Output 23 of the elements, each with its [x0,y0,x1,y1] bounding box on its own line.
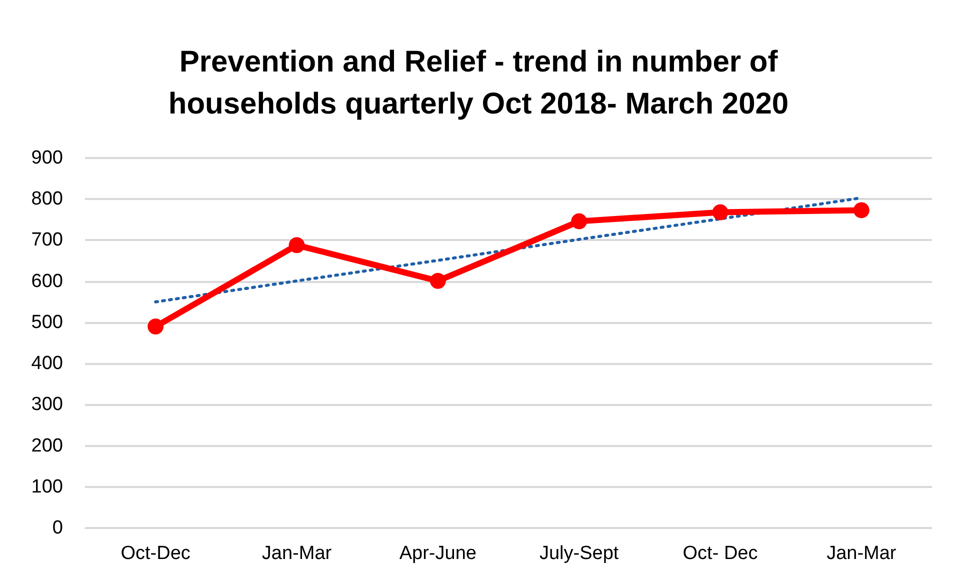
x-tick-label: July-Sept [539,543,620,564]
chart-title: Prevention and Relief - trend in number of households quarterly Oct 2018- March 2020 [168,46,789,120]
x-tick-label: Apr-June [399,543,476,564]
x-tick-label: Jan-Mar [262,543,332,564]
x-tick-label: Oct-Dec [120,543,190,564]
y-tick-label: 900 [31,148,63,168]
point [571,213,588,230]
y-tick-label: 800 [31,188,63,210]
y-tick-label: 300 [31,394,63,416]
point [288,237,305,254]
point [853,202,870,218]
y-tick-label: 500 [31,312,63,333]
y-tick-label: 200 [31,435,63,456]
y-tick-label: 700 [31,230,63,251]
point [430,272,446,289]
x-tick-label: Oct- Dec [682,543,758,564]
y-tick-label: 0 [52,518,63,538]
y-tick-label: 600 [31,270,63,292]
y-tick-label: 100 [31,476,63,498]
x-tick-label: Jan-Mar [826,543,897,564]
point [148,318,164,335]
y-tick-label: 400 [31,353,63,374]
point [712,204,728,220]
